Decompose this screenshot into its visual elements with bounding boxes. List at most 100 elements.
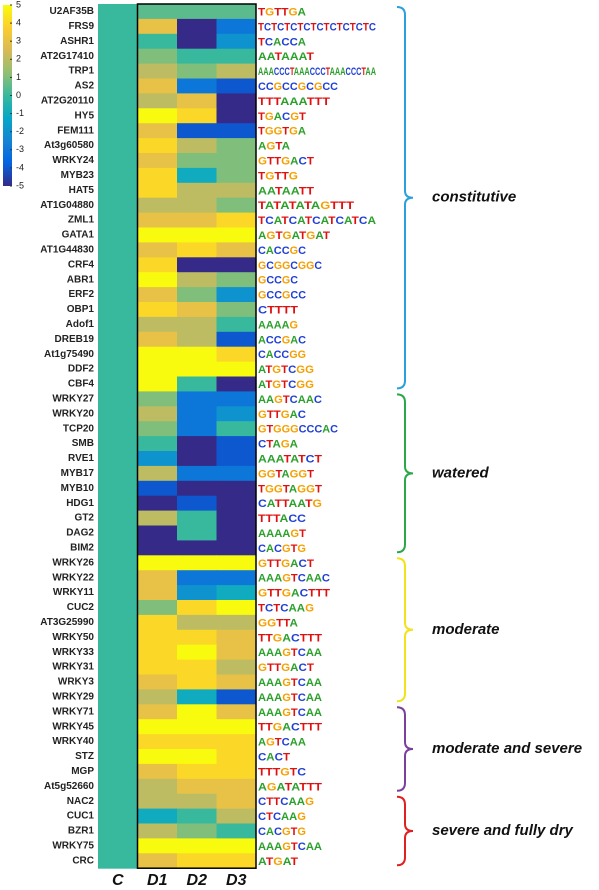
heatmap-cell	[177, 33, 217, 50]
heatmap-cell	[98, 555, 138, 571]
heatmap-cell	[137, 540, 178, 556]
heatmap-cell	[137, 689, 178, 705]
heatmap-cell	[98, 689, 138, 705]
heatmap-cell	[98, 227, 138, 243]
heatmap-cell	[216, 257, 257, 273]
heatmap-cell	[98, 570, 138, 586]
motif-logo: CACT	[258, 751, 290, 763]
heatmap-cell	[177, 197, 217, 214]
group-label: watered	[432, 464, 490, 481]
heatmap-cell	[137, 763, 178, 780]
heatmap-cell	[177, 48, 217, 65]
heatmap-cell	[216, 138, 257, 154]
heatmap-cell	[216, 346, 257, 363]
motif-logo: TGTTGA	[258, 6, 306, 18]
heatmap-cell	[98, 33, 138, 50]
heatmap-border	[136, 3, 257, 869]
heatmap-cell	[177, 391, 217, 407]
gene-label: WRKY11	[53, 587, 95, 598]
heatmap-cell	[177, 495, 217, 512]
gene-label: ABR1	[67, 274, 95, 285]
heatmap-cell	[177, 257, 217, 273]
heatmap-cell	[137, 361, 178, 377]
gene-label: FEM111	[57, 125, 94, 136]
heatmap-cell	[98, 376, 138, 392]
heatmap-cell	[98, 659, 138, 675]
heatmap-cell	[216, 227, 257, 243]
heatmap-cell	[98, 734, 138, 750]
motif-logo: TGTTG	[258, 170, 298, 182]
heatmap-cell	[137, 391, 178, 407]
heatmap-cell	[137, 331, 178, 348]
motif-logo: AAACCCTAAACCCTAAACCCTAA	[258, 66, 376, 78]
heatmap-cell	[177, 465, 217, 482]
colorbar	[3, 5, 12, 186]
heatmap-cell	[98, 465, 138, 482]
heatmap-cell	[98, 93, 138, 109]
heatmap-cell	[137, 18, 178, 35]
gene-label: AT3G25990	[40, 617, 94, 628]
motif-logo: TCACCA	[258, 36, 306, 48]
heatmap-cell	[216, 778, 257, 795]
motif-logo: AAAAGT	[258, 528, 306, 540]
heatmap-cell	[98, 540, 138, 556]
gene-label: SMB	[72, 438, 94, 449]
heatmap-cell	[216, 480, 257, 497]
gene-label: WRKY75	[52, 840, 94, 851]
heatmap-cell	[216, 823, 257, 839]
group-label: severe and fully dry	[432, 822, 574, 839]
gene-label: WRKY27	[52, 393, 94, 404]
heatmap-cell	[216, 4, 257, 20]
heatmap-cell	[98, 4, 138, 20]
gene-label: AT1G44830	[40, 244, 94, 255]
heatmap-cell	[177, 778, 217, 795]
heatmap-cell	[216, 629, 257, 646]
heatmap-cell	[216, 510, 257, 526]
heatmap-cell	[98, 182, 138, 199]
motif-logo: GTGGGCCCAC	[258, 424, 338, 436]
heatmap-cell	[137, 853, 178, 869]
heatmap-cell	[137, 808, 178, 824]
heatmap-cell	[177, 525, 217, 541]
gene-label: WRKY20	[52, 408, 94, 419]
heatmap-cell	[98, 600, 138, 616]
gene-label: WRKY31	[52, 662, 94, 673]
gene-label: CUC2	[67, 602, 95, 613]
heatmap-cell	[216, 808, 257, 824]
heatmap-cell	[137, 421, 178, 437]
heatmap-cell	[216, 78, 257, 94]
heatmap-cell	[177, 614, 217, 631]
heatmap-cell	[137, 123, 178, 139]
heatmap-cell	[216, 540, 257, 556]
gene-label: BZR1	[68, 826, 95, 837]
heatmap-cell	[177, 331, 217, 348]
gene-label: AT1G04880	[40, 200, 94, 211]
heatmap-cell	[216, 123, 257, 139]
motif-logo: CACGTG	[258, 543, 306, 555]
heatmap-cell	[98, 674, 138, 690]
motif-logo: GGTAGGT	[258, 468, 314, 480]
heatmap-cell	[98, 451, 138, 467]
heatmap-cell	[216, 644, 257, 661]
gene-label: WRKY22	[52, 572, 94, 583]
heatmap-cell	[177, 674, 217, 690]
gene-label: U2AF35B	[50, 6, 94, 17]
heatmap-cell	[177, 406, 217, 422]
heatmap-cell	[137, 287, 178, 303]
motif-logo: CTCAAG	[258, 811, 306, 823]
motif-logo: TTTACC	[258, 513, 306, 525]
heatmap-cell	[216, 525, 257, 541]
heatmap-cell	[137, 63, 178, 79]
heatmap-cell	[137, 272, 178, 288]
gene-label: DAG2	[66, 528, 94, 539]
group-label: constitutive	[432, 189, 516, 206]
motif-logo: CATTAATG	[258, 498, 322, 510]
heatmap-cell	[216, 182, 257, 199]
motif-logo: AAAGTCAAC	[258, 573, 330, 585]
heatmap-cell	[177, 376, 217, 392]
gene-label: BIM2	[70, 542, 94, 553]
motif-logo: ATGTCGG	[258, 364, 314, 376]
heatmap-cell	[98, 436, 138, 452]
gene-label: FRS9	[68, 21, 94, 32]
